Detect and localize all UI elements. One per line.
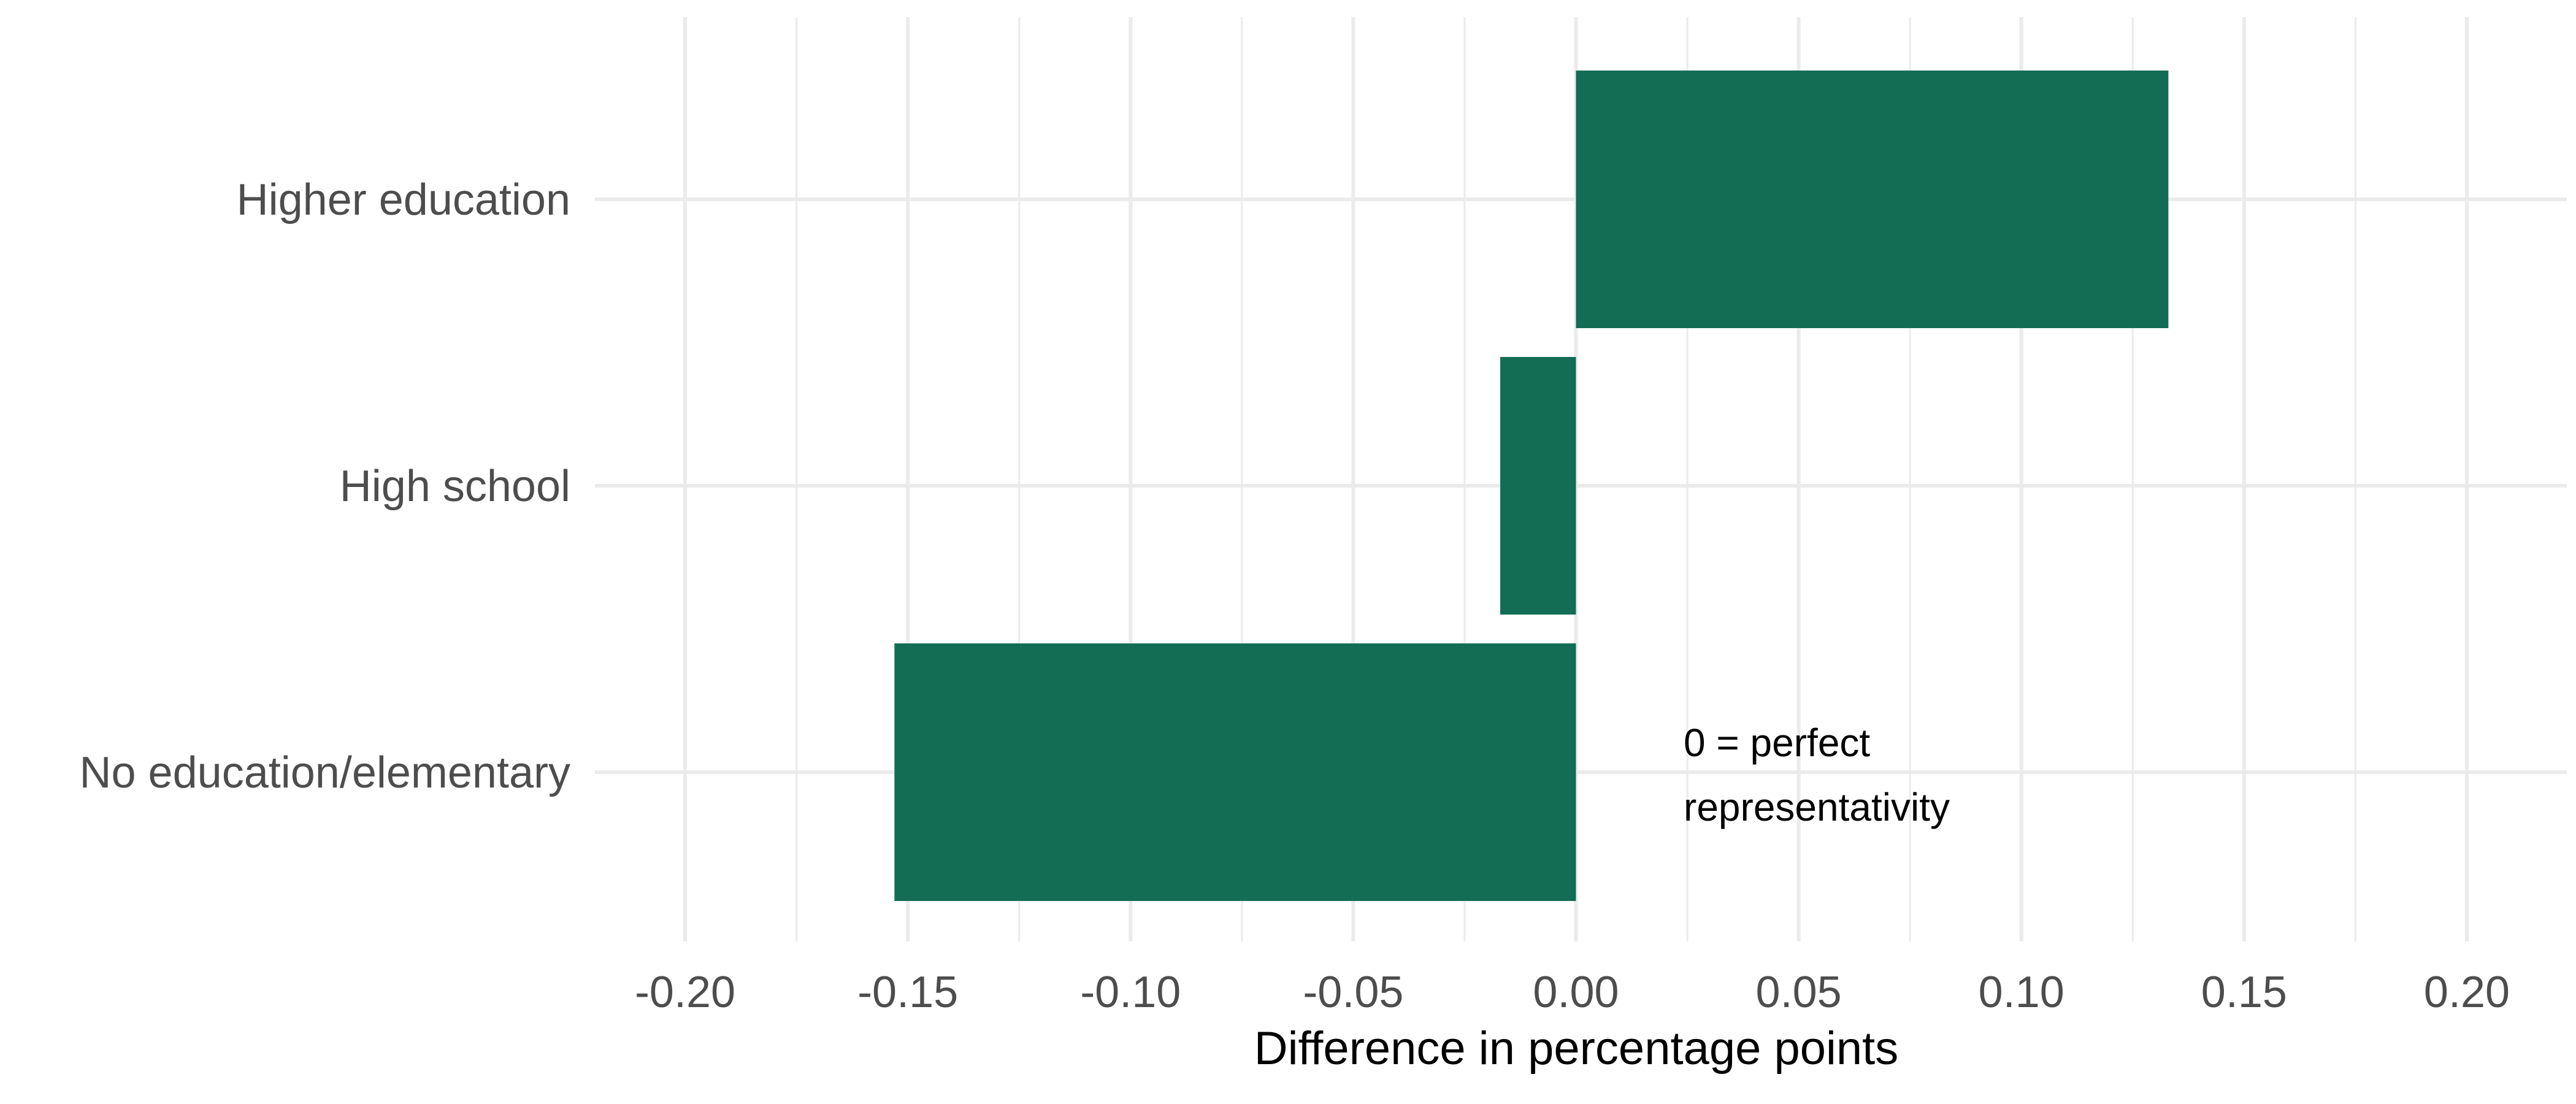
- x-tick-label: 0.05: [1756, 968, 1842, 1017]
- x-tick-label: 0.15: [2201, 968, 2287, 1017]
- annotation: 0 = perfect representativity: [1684, 721, 1950, 829]
- x-tick-label: 0.10: [1979, 968, 2064, 1017]
- y-tick-label: No education/elementary: [80, 748, 570, 797]
- x-tick-label: 0.00: [1533, 968, 1619, 1017]
- annotation-line-1: 0 = perfect: [1684, 721, 1870, 765]
- annotation-line-2: representativity: [1684, 785, 1950, 829]
- bars-layer: [894, 71, 2169, 901]
- bar-no-education-elementary: [894, 643, 1576, 901]
- x-tick-label: -0.05: [1303, 968, 1403, 1017]
- x-axis-title: Difference in percentage points: [1254, 1022, 1899, 1075]
- y-tick-label: Higher education: [237, 175, 570, 224]
- y-tick-label: High school: [340, 462, 570, 511]
- bar-high-school: [1500, 357, 1576, 615]
- bar-higher-education: [1576, 71, 2169, 328]
- x-tick-labels: -0.20 -0.15 -0.10 -0.05 0.00 0.05 0.10 0.15 0.20: [635, 968, 2510, 1017]
- x-tick-label: -0.15: [857, 968, 958, 1017]
- x-tick-label: -0.10: [1080, 968, 1181, 1017]
- x-tick-label: 0.20: [2424, 968, 2510, 1017]
- y-tick-labels: Higher education High school No education/…: [80, 175, 570, 797]
- x-tick-label: -0.20: [635, 968, 735, 1017]
